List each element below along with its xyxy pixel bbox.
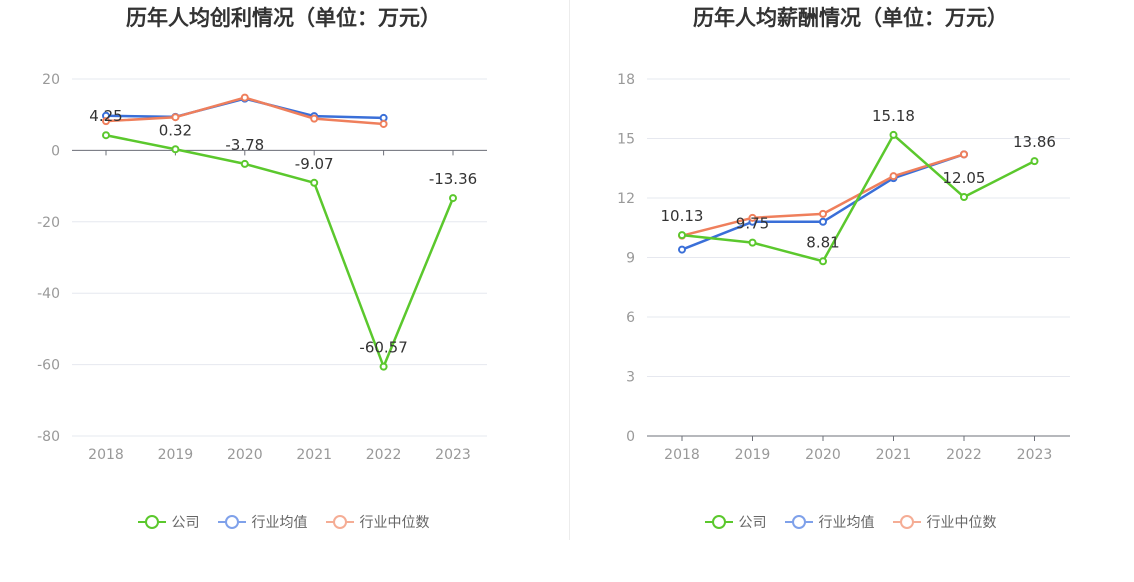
data-point [889, 172, 898, 181]
profit-chart-legend: 公司 行业均值 行业中位数 [0, 512, 567, 532]
y-tick-label: 20 [42, 72, 60, 88]
data-label: 12.05 [943, 169, 986, 187]
legend-item-industry-average[interactable]: 行业均值 [217, 512, 308, 532]
y-tick-label: -60 [37, 358, 60, 374]
data-point [310, 114, 319, 123]
y-tick-label: 0 [626, 429, 635, 445]
legend-marker [791, 515, 806, 529]
salary-chart-panel: 历年人均薪酬情况（单位：万元） 18 15 12 9 6 3 0 2018 2019 2020 20… [567, 0, 1134, 582]
legend-line-icon [325, 515, 354, 529]
salary-chart-title: 历年人均薪酬情况（单位：万元） [693, 6, 1008, 30]
data-label: -9.07 [295, 155, 334, 173]
legend-line-icon [137, 515, 166, 529]
data-point [102, 131, 110, 140]
profit-chart-panel: 历年人均创利情况（单位：万元） 20 0 -20 -40 -60 -80 2018 2019 2… [0, 6, 567, 532]
salary-chart-plot: 18 15 12 9 6 3 0 2018 2019 2020 2021 2022 2023 10.13 9… [617, 72, 1070, 463]
data-point [102, 117, 110, 126]
x-tick-label: 2021 [876, 447, 912, 463]
y-tick-label: -40 [37, 286, 60, 302]
data-label: -60.57 [359, 339, 407, 357]
data-label: 13.86 [1013, 133, 1056, 151]
profit-chart-title: 历年人均创利情况（单位：万元） [126, 6, 441, 30]
data-label: 4.25 [89, 107, 122, 125]
legend-label: 行业中位数 [926, 515, 997, 531]
x-tick-label: 2019 [735, 447, 771, 463]
x-tick-label: 2018 [88, 447, 124, 463]
data-label: 0.32 [159, 121, 192, 139]
data-point [379, 119, 388, 128]
series-line [105, 134, 455, 368]
data-point [240, 159, 249, 168]
legend-label: 行业均值 [818, 515, 875, 531]
x-tick-label: 2020 [227, 447, 263, 463]
legend-marker [711, 515, 726, 529]
y-tick-label: -20 [37, 215, 60, 231]
y-tick-label: 0 [51, 143, 60, 159]
x-tick-label: 2022 [946, 447, 982, 463]
legend-label: 公司 [171, 515, 200, 531]
legend-item-company[interactable]: 公司 [137, 512, 200, 532]
data-label: 10.13 [661, 207, 704, 225]
y-tick-label: 9 [626, 251, 635, 267]
data-point [1030, 157, 1039, 166]
data-point [960, 193, 968, 202]
data-point [819, 217, 827, 226]
panel-divider [569, 0, 570, 540]
data-point [310, 178, 319, 187]
y-tick-label: 3 [626, 370, 635, 386]
data-label: 8.81 [806, 233, 839, 251]
legend-marker [332, 515, 347, 529]
data-point [678, 245, 686, 254]
y-tick-label: 6 [626, 310, 635, 326]
legend-item-company[interactable]: 公司 [704, 512, 767, 532]
series-line [681, 133, 1036, 263]
x-tick-label: 2023 [1017, 447, 1053, 463]
y-tick-label: 15 [617, 132, 635, 148]
y-tick-label: 18 [617, 72, 635, 88]
data-point [889, 130, 898, 139]
data-point [960, 150, 968, 159]
legend-marker [144, 515, 159, 529]
legend-item-industry-median[interactable]: 行业中位数 [892, 512, 997, 532]
x-tick-label: 2023 [435, 447, 471, 463]
data-point [171, 113, 180, 122]
x-tick-label: 2018 [664, 447, 700, 463]
legend-label: 行业均值 [251, 515, 308, 531]
legend-marker [899, 515, 914, 529]
data-point [819, 257, 827, 266]
data-point [748, 213, 757, 222]
data-label: -13.36 [429, 170, 477, 188]
x-tick-label: 2021 [296, 447, 332, 463]
legend-line-icon [892, 515, 921, 529]
x-tick-label: 2020 [805, 447, 841, 463]
data-label: 15.18 [872, 107, 915, 125]
data-point [678, 231, 686, 240]
y-tick-label: 12 [617, 191, 635, 207]
legend-line-icon [704, 515, 733, 529]
data-point [449, 194, 457, 203]
legend-line-icon [784, 515, 813, 529]
legend-item-industry-average[interactable]: 行业均值 [784, 512, 875, 532]
legend-marker [224, 515, 239, 529]
data-point [171, 145, 180, 154]
legend-item-industry-median[interactable]: 行业中位数 [325, 512, 430, 532]
salary-chart-legend: 公司 行业均值 行业中位数 [567, 512, 1134, 532]
data-point [748, 238, 757, 247]
data-point [379, 362, 388, 371]
x-tick-label: 2022 [366, 447, 402, 463]
profit-chart-plot: 20 0 -20 -40 -60 -80 2018 2019 2020 2021 2022 2023 4… [37, 72, 487, 463]
x-tick-label: 2019 [158, 447, 194, 463]
y-tick-label: -80 [37, 429, 60, 445]
data-point [240, 93, 249, 102]
data-label: -3.78 [225, 136, 264, 154]
legend-label: 公司 [738, 515, 767, 531]
legend-line-icon [217, 515, 246, 529]
data-point [819, 209, 827, 218]
data-label: 9.75 [736, 215, 769, 233]
legend-label: 行业中位数 [359, 515, 430, 531]
